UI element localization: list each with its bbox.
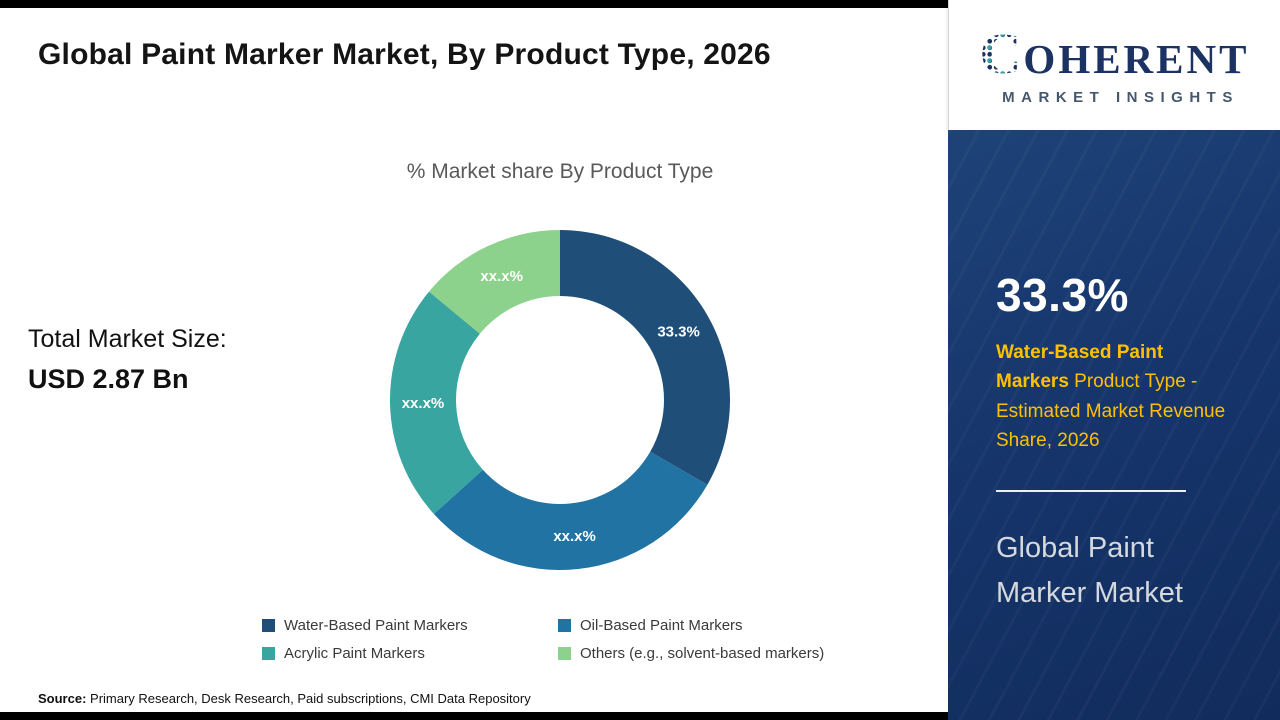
legend-label: Water-Based Paint Markers [284, 617, 468, 634]
right-panel: C OHERENT MARKET INSIGHTS 33.3% Water-Ba… [948, 0, 1280, 720]
donut-segment-label: xx.x% [402, 395, 445, 412]
legend-swatch [558, 647, 571, 660]
source-text: Primary Research, Desk Research, Paid su… [86, 691, 531, 706]
total-market-size-block: Total Market Size: USD 2.87 Bn [28, 325, 227, 395]
donut-segment [433, 451, 708, 571]
legend-item: Oil-Based Paint Markers [558, 617, 824, 634]
legend-swatch [262, 619, 275, 632]
legend-label: Acrylic Paint Markers [284, 645, 425, 662]
total-market-size-label: Total Market Size: [28, 325, 227, 353]
highlight-text: Water-Based Paint Markers Product Type -… [996, 338, 1228, 456]
highlight-segment-name: Water-Based Paint Markers [996, 342, 1164, 393]
donut-segment-label: xx.x% [553, 528, 596, 545]
highlight-panel: 33.3% Water-Based Paint Markers Product … [948, 130, 1280, 720]
donut-chart: 33.3% xx.x% xx.x% xx.x% [389, 230, 730, 571]
legend-item: Acrylic Paint Markers [262, 645, 558, 662]
legend-item: Water-Based Paint Markers [262, 617, 558, 634]
highlight-description: Product Type - Estimated Market Revenue … [996, 371, 1226, 452]
donut-segment [389, 291, 483, 515]
top-frame-bar [0, 0, 948, 8]
legend-swatch [262, 647, 275, 660]
legend-item: Others (e.g., solvent-based markers) [558, 645, 824, 662]
logo-brand-row: C OHERENT [979, 20, 1250, 86]
legend-label: Oil-Based Paint Markers [580, 617, 743, 634]
panel-divider [996, 489, 1186, 492]
source-label: Source: [38, 691, 87, 706]
source-note: Source: Primary Research, Desk Research,… [38, 691, 531, 706]
logo-tagline: MARKET INSIGHTS [1002, 88, 1239, 106]
donut-segment-label: xx.x% [480, 268, 523, 285]
donut-segment [560, 230, 730, 485]
market-name: Global Paint Marker Market [996, 531, 1183, 609]
donut-chart-container: 33.3% xx.x% xx.x% xx.x% [385, 225, 735, 575]
logo-brand-text: OHERENT [1023, 35, 1250, 82]
donut-segment-label: 33.3% [657, 323, 700, 340]
total-market-size-value: USD 2.87 Bn [28, 364, 189, 394]
legend-swatch [558, 619, 571, 632]
legend-label: Others (e.g., solvent-based markers) [580, 645, 825, 662]
bottom-frame-bar [0, 712, 948, 720]
donut-segment [429, 230, 560, 334]
coherent-logo: C OHERENT MARKET INSIGHTS [948, 0, 1280, 130]
chart-legend: Water-Based Paint Markers Oil-Based Pain… [262, 617, 824, 662]
page-title: Global Paint Marker Market, By Product T… [38, 38, 771, 71]
logo-globe-c-icon: C [979, 20, 1022, 86]
share-value: 33.3% [996, 269, 1129, 321]
chart-title: % Market share By Product Type [406, 160, 714, 183]
